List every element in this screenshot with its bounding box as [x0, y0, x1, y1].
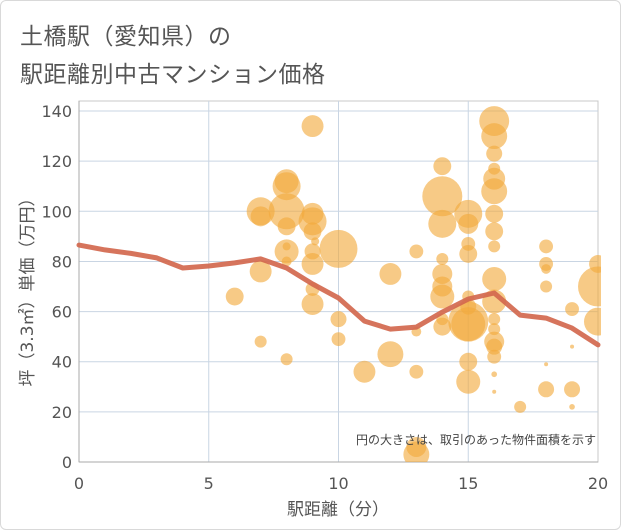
bubble-point	[282, 242, 291, 251]
bubble-point	[303, 222, 322, 241]
bubble-point	[280, 353, 293, 366]
bubble-point	[254, 335, 267, 348]
bubble-point	[459, 244, 478, 263]
bubble-point	[544, 362, 549, 367]
bubble-point	[250, 206, 271, 227]
bubble-point	[379, 263, 402, 285]
x-tick-label: 20	[588, 474, 608, 493]
bubble-point	[311, 237, 320, 246]
x-tick-label: 10	[328, 474, 348, 493]
bubble-point	[409, 364, 424, 379]
bubble-point	[584, 307, 601, 336]
y-tick-label: 60	[52, 303, 72, 322]
bubble-point	[277, 217, 296, 236]
y-tick-label: 0	[62, 453, 72, 472]
bubble-point	[578, 266, 601, 307]
bubble-point	[488, 313, 501, 326]
y-axis-label: 坪（3.3㎡）単価（万円）	[18, 189, 38, 386]
bubble-point	[409, 244, 424, 259]
bubble-point	[570, 344, 575, 349]
x-axis-label: 駅距離（分）	[287, 500, 389, 520]
y-tick-label: 120	[41, 152, 72, 171]
y-tick-label: 80	[52, 252, 72, 271]
bubble-point	[281, 256, 292, 267]
bubble-point	[565, 302, 579, 317]
bubble-point	[436, 252, 449, 265]
x-axis-ticks: 0 5 10 15 20	[74, 474, 608, 493]
bubble-point	[406, 436, 427, 457]
chart-title-line-2: 駅距離別中古マンション価格	[20, 62, 326, 88]
average-price-line	[76, 242, 601, 348]
bubble-point	[541, 264, 551, 274]
bubble-point	[459, 352, 478, 371]
bubble-point	[301, 115, 324, 138]
bubble-point	[491, 371, 498, 378]
bubble-point	[487, 349, 502, 364]
bubble-point	[564, 381, 581, 398]
bubble-point	[301, 293, 324, 316]
y-tick-label: 140	[41, 102, 72, 121]
bubble-point	[301, 252, 324, 275]
bubble-point	[486, 145, 503, 162]
bubble-point	[538, 381, 555, 398]
bubble-point	[268, 193, 305, 230]
y-tick-label: 40	[52, 353, 72, 372]
bubble-point	[481, 123, 508, 150]
bubble-point	[272, 172, 301, 201]
bubble-point	[331, 332, 346, 347]
bubble-point	[539, 239, 554, 254]
bubble-point	[488, 240, 501, 253]
bubble-point	[330, 311, 347, 328]
x-tick-label: 5	[204, 474, 214, 493]
bubble-point	[249, 260, 272, 283]
bubble-point	[456, 369, 481, 394]
bubble-point	[458, 213, 479, 234]
chart-title-line-1: 土橋駅（愛知県）の	[20, 24, 232, 50]
bubble-size-note: 円の大きさは、取引のあった物件面積を示す	[356, 432, 596, 447]
y-axis-ticks: 0 20 40 60 80 100 120 140	[41, 102, 72, 472]
bubble-point	[492, 389, 497, 394]
bubble-point	[428, 209, 457, 238]
bubble-point	[274, 239, 299, 264]
bubble-point	[569, 404, 575, 410]
grid	[78, 100, 599, 463]
x-tick-label: 15	[458, 474, 478, 493]
bubble-point	[422, 176, 463, 217]
bubble-series	[225, 106, 601, 462]
bubble-point	[451, 307, 486, 342]
bubble-point	[485, 222, 504, 241]
bubble-point	[225, 287, 244, 306]
x-tick-label: 0	[74, 474, 84, 493]
bubble-point	[485, 204, 504, 223]
bubble-point	[319, 229, 358, 268]
bubble-point	[353, 360, 376, 383]
bubble-point	[514, 400, 527, 413]
bubble-point	[540, 280, 553, 293]
y-tick-label: 100	[41, 202, 72, 221]
bubble-point	[482, 266, 507, 291]
bubble-point	[486, 338, 503, 355]
y-tick-label: 20	[52, 403, 72, 422]
bubble-point	[433, 157, 452, 176]
bubble-point	[430, 284, 455, 309]
bubble-point	[481, 178, 508, 205]
bubble-point	[377, 341, 404, 368]
